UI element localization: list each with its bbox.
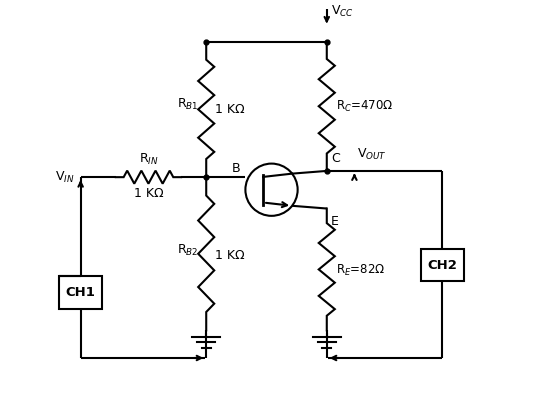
Text: R$_{B2}$: R$_{B2}$	[177, 242, 199, 258]
Text: 1 KΩ: 1 KΩ	[215, 249, 245, 261]
Text: C: C	[331, 152, 340, 165]
Text: V$_{IN}$: V$_{IN}$	[55, 170, 75, 185]
Text: CH2: CH2	[427, 259, 457, 272]
Text: 1 KΩ: 1 KΩ	[215, 103, 245, 116]
Text: R$_{B1}$: R$_{B1}$	[177, 97, 199, 112]
Bar	[421, 249, 464, 282]
Text: R$_{C}$=470Ω: R$_{C}$=470Ω	[336, 99, 393, 114]
Text: CH1: CH1	[66, 286, 95, 299]
Text: E: E	[331, 215, 338, 228]
Text: V$_{CC}$: V$_{CC}$	[331, 4, 354, 19]
Text: R$_{IN}$: R$_{IN}$	[139, 152, 158, 167]
Bar	[59, 276, 102, 309]
Text: R$_{E}$=82Ω: R$_{E}$=82Ω	[336, 263, 385, 278]
Text: V$_{OUT}$: V$_{OUT}$	[357, 147, 387, 162]
Text: B: B	[232, 162, 240, 175]
Text: 1 KΩ: 1 KΩ	[134, 187, 163, 200]
